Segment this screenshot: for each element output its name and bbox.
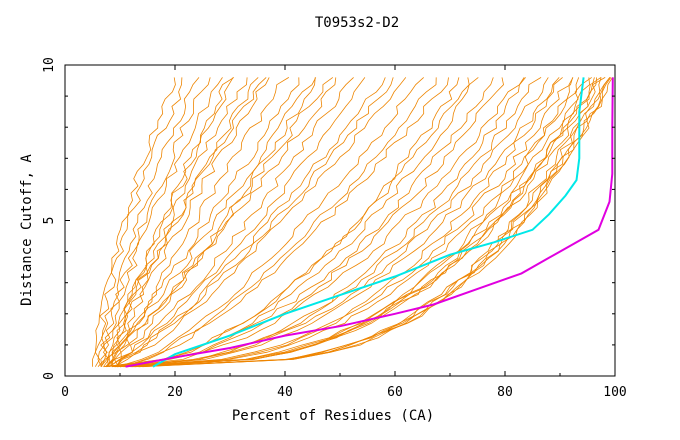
y-tick-label: 0: [42, 372, 57, 380]
model-curve: [126, 77, 606, 368]
x-tick-label: 40: [277, 385, 293, 400]
model-curve: [92, 77, 176, 367]
highlight-curves: [125, 77, 614, 368]
model-curve: [116, 77, 290, 367]
plot-frame: [64, 64, 616, 377]
model-curve: [100, 77, 317, 367]
model-curve: [114, 77, 407, 368]
model-curve: [114, 77, 270, 367]
y-axis-label: Distance Cutoff, A: [19, 154, 35, 306]
model-curve: [126, 77, 560, 368]
model-curve: [138, 77, 597, 368]
x-axis-ticks: 0 20 40 60 80 100: [61, 65, 627, 400]
model-curve: [124, 77, 449, 368]
y-tick-label: 5: [42, 217, 57, 225]
model-curve: [134, 77, 611, 368]
model-curve: [106, 77, 354, 368]
model-curve: [119, 77, 549, 368]
model-curve: [117, 77, 424, 368]
model-curve: [117, 77, 542, 368]
model-curve: [94, 77, 183, 367]
y-tick-label: 10: [42, 57, 57, 73]
model-curve: [115, 77, 316, 367]
model-curve: [100, 77, 300, 367]
model-curve: [119, 77, 525, 368]
x-axis-label: Percent of Residues (CA): [232, 408, 434, 424]
x-tick-label: 100: [603, 385, 626, 400]
model-curve: [106, 77, 479, 368]
model-curve: [132, 77, 602, 368]
model-curve: [108, 77, 235, 367]
model-curve: [130, 77, 574, 368]
model-curve: [97, 77, 267, 367]
x-tick-label: 80: [497, 385, 513, 400]
model-curve: [127, 77, 574, 368]
model-curve: [114, 77, 470, 368]
model-curve: [125, 77, 563, 368]
x-tick-label: 0: [61, 385, 69, 400]
model-curve: [138, 77, 613, 368]
x-tick-label: 20: [167, 385, 183, 400]
y-axis-ticks: 0 5 10: [42, 57, 615, 380]
model-curve: [112, 77, 494, 368]
model-curve: [100, 77, 211, 367]
model-curve: [105, 77, 337, 367]
x-tick-label: 60: [387, 385, 403, 400]
model-curve: [114, 77, 526, 368]
model-curves: [92, 77, 613, 368]
model-curve: [119, 77, 437, 368]
model-curve: [103, 77, 223, 367]
model-curve: [108, 77, 394, 368]
magenta-model-curve: [125, 77, 614, 368]
model-curve: [111, 77, 259, 367]
model-curve: [142, 77, 612, 368]
model-curve: [97, 77, 200, 367]
chart-title: T0953s2-D2: [315, 15, 399, 31]
model-curve: [106, 77, 234, 367]
model-curve: [129, 77, 580, 368]
model-curve: [109, 77, 366, 368]
model-curve: [115, 77, 386, 367]
cyan-model-curve: [152, 77, 585, 368]
